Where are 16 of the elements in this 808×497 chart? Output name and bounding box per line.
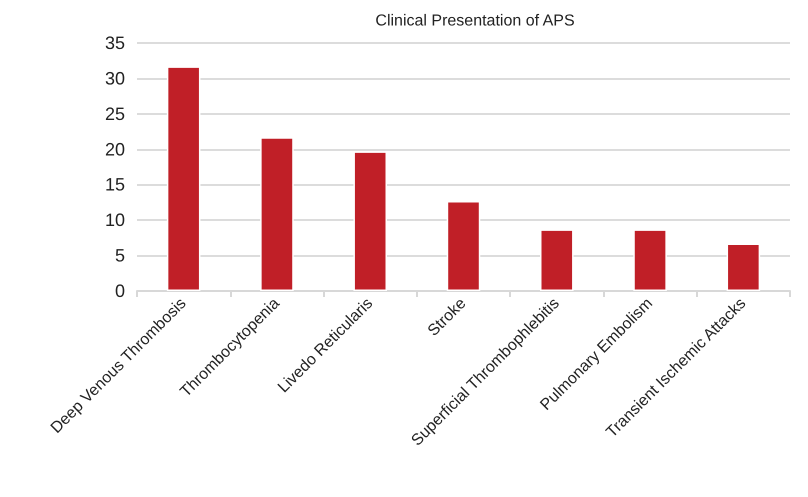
bar <box>726 244 760 291</box>
bar <box>260 137 294 291</box>
y-tick-label: 35 <box>104 33 125 53</box>
bar <box>446 201 480 291</box>
bar <box>353 151 388 291</box>
y-tick-label: 5 <box>114 246 125 266</box>
chart-title: Clinical Presentation of APS <box>375 12 575 30</box>
bar <box>633 229 667 291</box>
y-tick-label: 30 <box>104 68 125 88</box>
y-tick-label: 20 <box>104 139 125 160</box>
y-tick-label: 25 <box>104 104 125 124</box>
y-tick-label: 0 <box>114 281 125 301</box>
y-tick-label: 10 <box>104 210 125 230</box>
bar <box>166 66 200 291</box>
bar <box>540 229 574 291</box>
y-tick-label: 15 <box>104 174 125 195</box>
